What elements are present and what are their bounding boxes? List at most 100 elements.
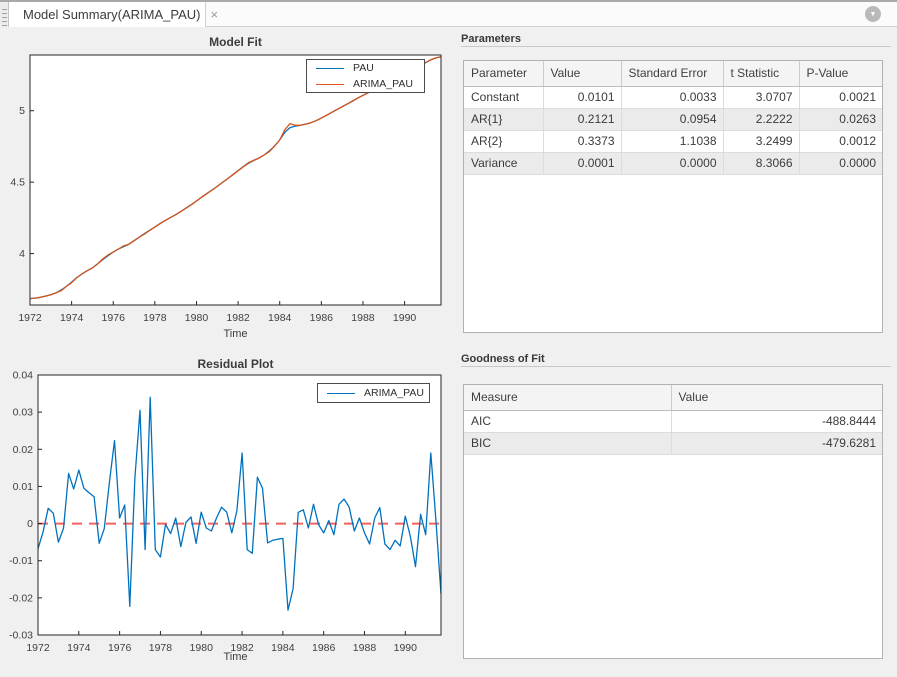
table-row[interactable]: Constant 0.0101 0.0033 3.0707 0.0021	[464, 86, 882, 109]
model-fit-legend[interactable]: PAU ARIMA_PAU	[306, 59, 425, 93]
y-tick-label: 5	[19, 105, 25, 117]
table-row[interactable]: AR{1} 0.2121 0.0954 2.2222 0.0263	[464, 108, 882, 131]
table-row[interactable]: AR{2} 0.3373 1.1038 3.2499 0.0012	[464, 130, 882, 153]
column-header[interactable]: Standard Error	[621, 61, 724, 87]
y-tick-label: -0.03	[9, 630, 33, 642]
table-cell: 1.1038	[621, 130, 724, 153]
axes-box	[37, 374, 442, 636]
residual-plot[interactable]: 1972 1974 1976 1978 1980 1982 1984 1986 1988 1990…	[0, 355, 455, 677]
x-tick-label: 1976	[102, 312, 126, 324]
table-cell: Variance	[464, 152, 544, 175]
column-header[interactable]: Value	[543, 61, 622, 87]
table-cell: 8.3066	[723, 152, 800, 175]
window-top-edge	[0, 0, 897, 2]
panel-grip-icon[interactable]	[0, 2, 9, 27]
y-tick-label: -0.01	[9, 555, 33, 567]
x-tick-label: 1984	[271, 642, 295, 654]
series-ARIMA_PAU	[37, 396, 442, 611]
legend-label: PAU	[353, 62, 374, 74]
table-cell: -479.6281	[671, 432, 882, 455]
table-cell: 2.2222	[723, 108, 800, 131]
table-cell: 0.0000	[799, 152, 882, 175]
x-tick-label: 1974	[67, 642, 91, 654]
plot-area	[38, 375, 441, 635]
table-cell: 0.0001	[543, 152, 622, 175]
x-tick-label: 1978	[143, 312, 167, 324]
table-cell: AIC	[464, 410, 672, 433]
column-header[interactable]: Parameter	[464, 61, 544, 87]
table-cell: 3.0707	[723, 86, 800, 109]
table-header-row: Measure Value	[464, 385, 882, 411]
legend-entry: ARIMA_PAU	[307, 76, 424, 92]
x-tick-label: 1988	[351, 312, 375, 324]
legend-entry: ARIMA_PAU	[318, 385, 429, 401]
table-cell: 0.0012	[799, 130, 882, 153]
table-row[interactable]: BIC -479.6281	[464, 432, 882, 455]
x-tick-label: 1984	[268, 312, 292, 324]
table-header-row: Parameter Value Standard Error t Statistic P…	[464, 61, 882, 87]
table-row[interactable]: Variance 0.0001 0.0000 8.3066 0.0000	[464, 152, 882, 175]
table-cell: -488.8444	[671, 410, 882, 433]
table-cell: 0.2121	[543, 108, 622, 131]
parameters-table[interactable]: Parameter Value Standard Error t Statistic P…	[463, 60, 883, 333]
x-tick-label: 1972	[18, 312, 42, 324]
tab-model-summary[interactable]: Model Summary(ARIMA_PAU) ×	[9, 2, 218, 27]
x-tick-label: 1980	[190, 642, 214, 654]
x-tick-label: 1978	[149, 642, 173, 654]
x-tick-label: 1980	[185, 312, 209, 324]
column-header[interactable]: P-Value	[799, 61, 882, 87]
table-cell: 0.0033	[621, 86, 724, 109]
table-cell: 0.0954	[621, 108, 724, 131]
table-cell: 3.2499	[723, 130, 800, 153]
y-tick-label: 0.02	[13, 444, 34, 456]
legend-entry: PAU	[307, 60, 424, 76]
x-tick-label: 1982	[230, 642, 254, 654]
table-cell: 0.0000	[621, 152, 724, 175]
y-tick-label: 0.01	[13, 481, 34, 493]
residual-plot-legend[interactable]: ARIMA_PAU	[317, 383, 430, 403]
x-tick-label: 1988	[353, 642, 377, 654]
column-header[interactable]: t Statistic	[723, 61, 800, 87]
x-tick-label: 1986	[312, 642, 336, 654]
table-cell: 0.0101	[543, 86, 622, 109]
legend-line-swatch	[327, 392, 355, 394]
legend-label: ARIMA_PAU	[353, 78, 413, 90]
goodness-of-fit-section-rule	[461, 366, 891, 367]
legend-line-swatch	[316, 67, 344, 69]
x-tick-label: 1974	[60, 312, 84, 324]
tab-close-icon[interactable]: ×	[210, 7, 219, 22]
model-fit-plot[interactable]: 1972 1974 1976 1978 1980 1982 1984 1986 1988 1990…	[0, 30, 455, 355]
axes-box	[29, 54, 442, 306]
legend-line-swatch	[316, 83, 344, 85]
y-tick-label: 0.04	[13, 370, 34, 382]
column-header[interactable]: Measure	[464, 385, 672, 411]
goodness-of-fit-section-title: Goodness of Fit	[461, 353, 545, 365]
y-tick-label: 0.03	[13, 407, 34, 419]
x-tick-label: 1972	[26, 642, 50, 654]
table-cell: AR{2}	[464, 130, 544, 153]
parameters-section-rule	[461, 46, 891, 47]
y-tick-label: 0	[27, 518, 33, 530]
table-cell: BIC	[464, 432, 672, 455]
x-tick-label: 1976	[108, 642, 132, 654]
y-tick-label: -0.02	[9, 592, 33, 604]
table-cell: 0.0263	[799, 108, 882, 131]
table-cell: Constant	[464, 86, 544, 109]
table-cell: 0.0021	[799, 86, 882, 109]
x-tick-label: 1990	[394, 642, 418, 654]
x-tick-label: 1982	[226, 312, 250, 324]
table-row[interactable]: AIC -488.8444	[464, 410, 882, 433]
column-header[interactable]: Value	[671, 385, 882, 411]
table-cell: 0.3373	[543, 130, 622, 153]
chevron-down-icon: ▼	[869, 10, 877, 18]
y-tick-label: 4.5	[10, 177, 25, 189]
goodness-of-fit-table[interactable]: Measure Value AIC -488.8444 BIC -479.6281	[463, 384, 883, 659]
y-tick-label: 4	[19, 248, 25, 260]
x-tick-label: 1986	[310, 312, 334, 324]
tab-title: Model Summary(ARIMA_PAU)	[23, 7, 201, 22]
collapse-pane-button[interactable]: ▼	[865, 6, 881, 22]
table-cell: AR{1}	[464, 108, 544, 131]
legend-label: ARIMA_PAU	[364, 387, 424, 399]
parameters-section-title: Parameters	[461, 33, 521, 45]
